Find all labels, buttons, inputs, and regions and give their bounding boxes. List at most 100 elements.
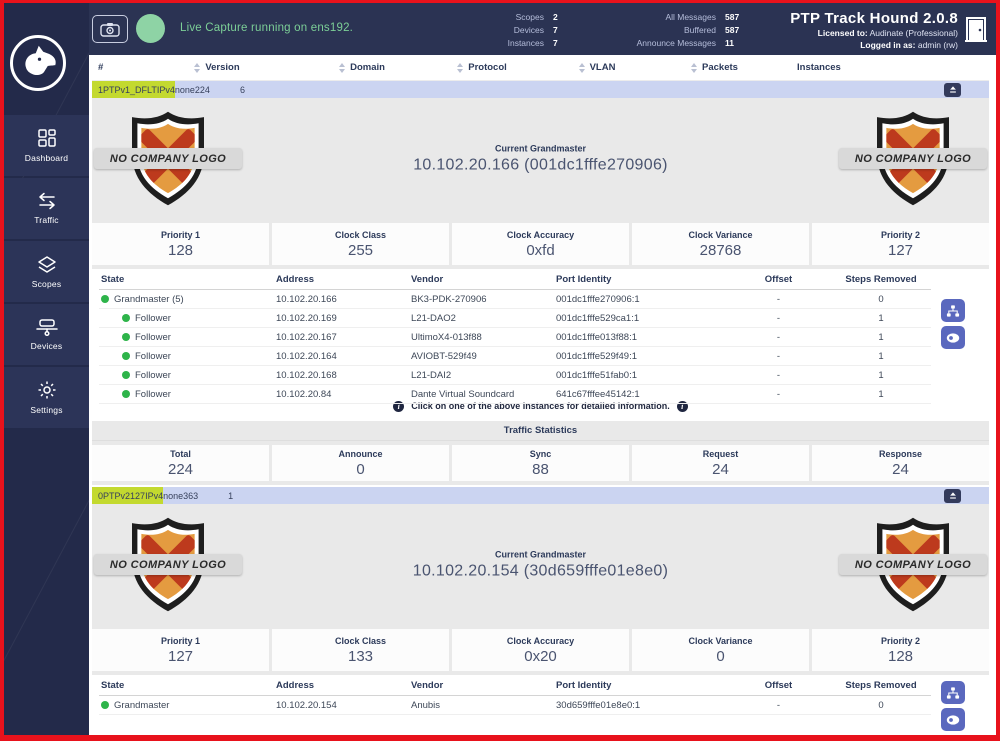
top-header: Live Capture running on ens192. Scopes 2 …: [4, 3, 996, 55]
grandmaster-value: 10.102.20.166 (001dc1fffe270906): [413, 156, 668, 173]
metric-value: 127: [167, 647, 194, 665]
sidebar-item-devices[interactable]: Devices: [4, 304, 89, 365]
member-row[interactable]: Grandmaster 10.102.20.154 Anubis 30d659f…: [99, 695, 931, 715]
members-col-address: Address: [274, 269, 409, 290]
eye-icon: [946, 714, 960, 725]
metric-value: 24: [892, 460, 909, 478]
settings-gear-icon: [38, 381, 55, 399]
member-vendor: Dante Virtual Soundcard: [409, 384, 554, 404]
app-logo[interactable]: [10, 35, 66, 91]
member-steps: 1: [831, 308, 931, 328]
column-packets[interactable]: Packets: [662, 62, 767, 73]
watch-view-button[interactable]: [941, 326, 965, 349]
sidebar-item-settings[interactable]: Settings: [4, 367, 89, 428]
metric-label: Sync: [529, 448, 552, 459]
members-section-1: State Address Vendor Port Identity Offse…: [92, 269, 989, 404]
member-address: 10.102.20.166: [274, 289, 409, 309]
member-offset: -: [726, 695, 831, 715]
member-steps: 1: [831, 327, 931, 347]
live-status-indicator: [136, 14, 165, 43]
watch-view-button[interactable]: [941, 708, 965, 731]
sort-icon: [194, 62, 201, 73]
traffic-statistics-title: Traffic Statistics: [92, 421, 989, 441]
members-col-offset: Offset: [726, 269, 831, 290]
member-state: Follower: [135, 331, 171, 343]
company-logo-right: NO COMPANY LOGO: [839, 105, 987, 212]
metric-priority1: Priority 1 127: [92, 629, 269, 671]
licensed-value: Audinate (Professional): [869, 28, 958, 38]
main-content: # Version Domain Protocol VLAN Packets I…: [92, 55, 989, 735]
members-col-vendor: Vendor: [409, 675, 554, 696]
member-vendor: L21-DAO2: [409, 308, 554, 328]
info-icon: i: [393, 400, 405, 412]
members-section-2: State Address Vendor Port Identity Offse…: [92, 675, 989, 735]
member-vendor: Anubis: [409, 695, 554, 715]
member-row[interactable]: Follower 10.102.20.84 Dante Virtual Soun…: [99, 384, 931, 404]
members-col-port: Port Identity: [554, 675, 726, 696]
instance-row-1[interactable]: 1 PTPv1 _DFLT IPv4 none 224 6: [92, 81, 989, 98]
metric-value: 0: [356, 460, 365, 478]
topology-view-button[interactable]: [941, 681, 965, 704]
sort-icon: [339, 62, 346, 73]
column-version[interactable]: Version: [142, 62, 292, 73]
traffic-response: Response 24: [812, 445, 989, 481]
column-domain[interactable]: Domain: [292, 62, 432, 73]
sidebar-item-dashboard[interactable]: Dashboard: [4, 115, 89, 176]
member-state: Follower: [135, 312, 171, 324]
metric-value: 0x20: [524, 647, 557, 665]
licensed-label: Licensed to:: [817, 28, 868, 38]
instance-num: 0: [92, 487, 104, 504]
member-row[interactable]: Grandmaster (5) 10.102.20.166 BK3-PDK-27…: [99, 289, 931, 309]
metric-value: 28768: [699, 241, 742, 259]
member-port: 001dc1fffe51fab0:1: [554, 365, 726, 385]
column-protocol[interactable]: Protocol: [432, 62, 532, 73]
grandmaster-panel-2: NO COMPANY LOGO Current Grandmaster 10.1…: [92, 504, 989, 625]
message-counters: All Messages 587 Buffered 587 Announce Mes…: [614, 11, 740, 50]
topology-view-button[interactable]: [941, 299, 965, 322]
sidebar-item-label: Dashboard: [24, 153, 69, 163]
members-header-row: State Address Vendor Port Identity Offse…: [99, 675, 931, 696]
instance-version: PTPv1: [103, 81, 131, 98]
no-company-logo-banner: NO COMPANY LOGO: [94, 554, 242, 575]
member-row[interactable]: Follower 10.102.20.168 L21-DAI2 001dc1ff…: [99, 365, 931, 385]
current-grandmaster: Current Grandmaster 10.102.20.154 (30d65…: [413, 549, 668, 580]
metric-clock-class: Clock Class 255: [272, 223, 449, 265]
member-state: Follower: [135, 350, 171, 362]
metric-value: 128: [887, 647, 914, 665]
member-steps: 1: [831, 384, 931, 404]
logout-button[interactable]: [964, 17, 988, 43]
member-steps: 0: [831, 695, 931, 715]
collapse-up-icon: [949, 491, 956, 499]
capture-toggle-button[interactable]: [92, 15, 128, 43]
collapse-instance-button[interactable]: [944, 82, 961, 97]
collapse-instance-button[interactable]: [944, 488, 961, 503]
member-vendor: AVIOBT-529f49: [409, 346, 554, 366]
sidebar-item-traffic[interactable]: Traffic: [4, 178, 89, 239]
traffic-metrics: Total 224 Announce 0 Sync 88 Request 24 Resp…: [92, 441, 989, 485]
instance-domain: _DFLT: [130, 81, 157, 98]
member-port: 641c67fffee45142:1: [554, 384, 726, 404]
metric-value: 224: [167, 460, 194, 478]
member-row[interactable]: Follower 10.102.20.169 L21-DAO2 001dc1ff…: [99, 308, 931, 328]
metric-label: Clock Variance: [688, 635, 753, 646]
member-state: Grandmaster (5): [114, 293, 184, 305]
member-row[interactable]: Follower 10.102.20.164 AVIOBT-529f49 001…: [99, 346, 931, 366]
counter-value: 587: [725, 12, 740, 22]
state-dot-icon: [122, 314, 130, 322]
member-address: 10.102.20.169: [274, 308, 409, 328]
company-logo-left: NO COMPANY LOGO: [94, 105, 242, 212]
door-logout-icon: [965, 17, 987, 42]
metric-value: 127: [887, 241, 914, 259]
instance-row-2[interactable]: 0 PTPv2 127 IPv4 none 363 1: [92, 487, 989, 504]
grandmaster-value: 10.102.20.154 (30d659fffe01e8e0): [412, 562, 669, 579]
member-port: 001dc1fffe529f49:1: [554, 346, 726, 366]
column-vlan[interactable]: VLAN: [532, 62, 662, 73]
member-row[interactable]: Follower 10.102.20.167 UltimoX4-013f88 0…: [99, 327, 931, 347]
sidebar-item-scopes[interactable]: Scopes: [4, 241, 89, 302]
topology-icon: [946, 304, 960, 317]
metric-label: Priority 1: [160, 229, 200, 240]
column-label: Packets: [702, 62, 738, 73]
column-num[interactable]: #: [92, 62, 142, 73]
column-instances: Instances: [767, 62, 989, 73]
